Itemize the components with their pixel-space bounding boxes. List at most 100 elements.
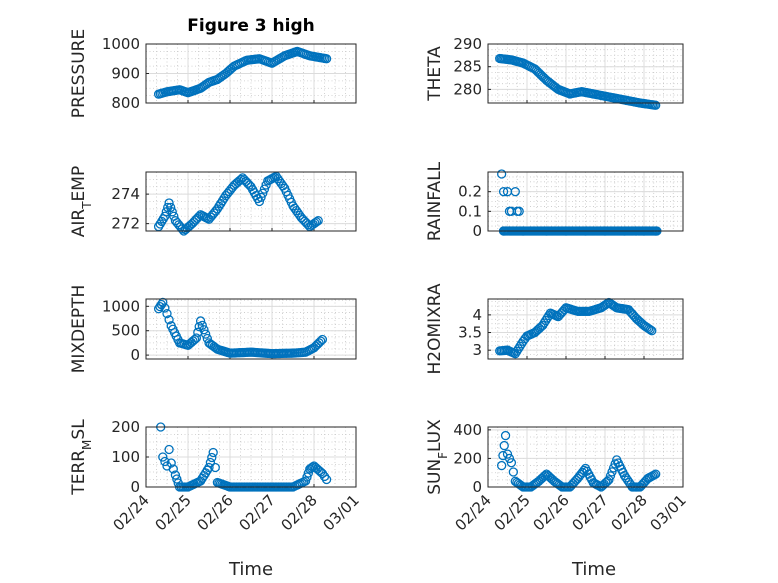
y-tick-label: 272 <box>111 215 140 233</box>
data-point <box>622 475 633 485</box>
data-point <box>504 453 515 464</box>
x-tick-label: 02/28 <box>608 491 651 534</box>
data-point <box>604 475 614 485</box>
data-point <box>300 476 311 486</box>
data-point <box>195 316 206 326</box>
data-point <box>602 476 612 486</box>
y-tick-label: 200 <box>111 418 140 436</box>
x-tick-label: 02/25 <box>491 491 534 534</box>
data-point <box>303 220 313 230</box>
y-tick-label: 274 <box>111 185 140 203</box>
data-point <box>514 206 524 216</box>
data-point <box>164 444 174 455</box>
subplot-mixdepth: 0 500 1000 MIXDEPTH <box>69 285 357 374</box>
x-axis-label-right: Time <box>571 559 616 580</box>
data-point <box>167 207 177 217</box>
data-point <box>498 187 509 197</box>
data-point <box>158 452 168 462</box>
x-tick-label: 03/01 <box>647 491 690 534</box>
data-point <box>510 349 520 359</box>
x-tick-label: 02/24 <box>452 491 495 534</box>
data-point <box>602 298 612 309</box>
data-point <box>259 184 270 194</box>
y-axis-label: PRESSURE <box>69 29 89 118</box>
y-tick-label: 290 <box>453 35 482 53</box>
data-points <box>495 53 661 110</box>
data-points <box>495 297 657 359</box>
data-point <box>236 174 246 185</box>
data-point <box>157 216 167 227</box>
data-point <box>160 456 170 467</box>
y-tick-label: 285 <box>453 58 482 76</box>
data-point <box>496 460 507 471</box>
data-point <box>205 457 216 468</box>
data-point <box>647 326 657 336</box>
data-points <box>153 171 323 236</box>
data-point <box>256 192 266 203</box>
data-points <box>153 297 328 359</box>
data-point <box>619 470 630 481</box>
data-point <box>302 472 312 482</box>
data-point <box>645 325 655 335</box>
y-tick-label: 3 <box>472 341 482 359</box>
y-tick-label: 900 <box>111 65 140 83</box>
y-axis-label: TERRMSL <box>69 419 94 496</box>
data-point <box>172 474 182 484</box>
y-axis-label: RAINFALL <box>425 161 445 241</box>
data-point <box>537 320 548 331</box>
data-point <box>254 196 265 207</box>
data-point <box>651 469 661 479</box>
data-point <box>199 325 209 335</box>
y-tick-label: 100 <box>111 448 140 466</box>
data-point <box>316 336 326 346</box>
data-point <box>303 468 314 478</box>
y-tick-label: 0 <box>472 222 482 240</box>
x-tick-label: 02/27 <box>569 491 612 534</box>
y-tick-label: 0 <box>472 478 482 496</box>
data-point <box>166 458 176 468</box>
y-tick-label: 200 <box>453 449 482 467</box>
x-tick-label: 02/24 <box>110 491 153 534</box>
y-axis-label: THETA <box>425 46 445 102</box>
y-tick-label: 4 <box>472 306 482 324</box>
data-point <box>605 471 616 481</box>
y-axis-label: H2OMIXRA <box>425 283 445 374</box>
data-point <box>160 303 170 313</box>
y-axis-label: MIXDEPTH <box>69 285 89 374</box>
subplot-pressure: 800 900 1000 PRESSURE <box>69 29 357 118</box>
subplot-rainfall: 0 0.10.2 RAINFALL <box>425 161 684 241</box>
data-point <box>508 467 518 477</box>
data-point <box>168 464 178 474</box>
data-point <box>158 297 168 308</box>
data-point <box>502 449 513 459</box>
figure-title: Figure 3 high <box>187 16 315 36</box>
data-point <box>207 452 217 463</box>
data-point <box>506 458 517 468</box>
data-point <box>513 344 524 354</box>
data-point <box>496 169 507 179</box>
y-axis-label: AIRTEMP <box>69 166 94 237</box>
data-point <box>651 100 661 110</box>
data-point <box>539 318 549 328</box>
data-point <box>162 308 172 319</box>
data-point <box>311 217 322 227</box>
data-point <box>321 474 332 485</box>
data-point <box>160 211 170 221</box>
y-tick-label: 0.1 <box>458 202 482 220</box>
data-point <box>499 440 509 451</box>
data-point <box>500 430 511 441</box>
y-tick-label: 1000 <box>102 35 140 53</box>
y-tick-label: 400 <box>453 421 482 439</box>
data-point <box>321 54 332 64</box>
data-point <box>313 216 323 226</box>
y-tick-label: 280 <box>453 80 482 98</box>
data-point <box>317 334 328 345</box>
y-tick-label: 0 <box>130 346 140 364</box>
data-point <box>541 315 551 326</box>
x-axis-label-left: Time <box>228 559 273 580</box>
data-point <box>210 462 220 473</box>
data-point <box>534 323 545 333</box>
